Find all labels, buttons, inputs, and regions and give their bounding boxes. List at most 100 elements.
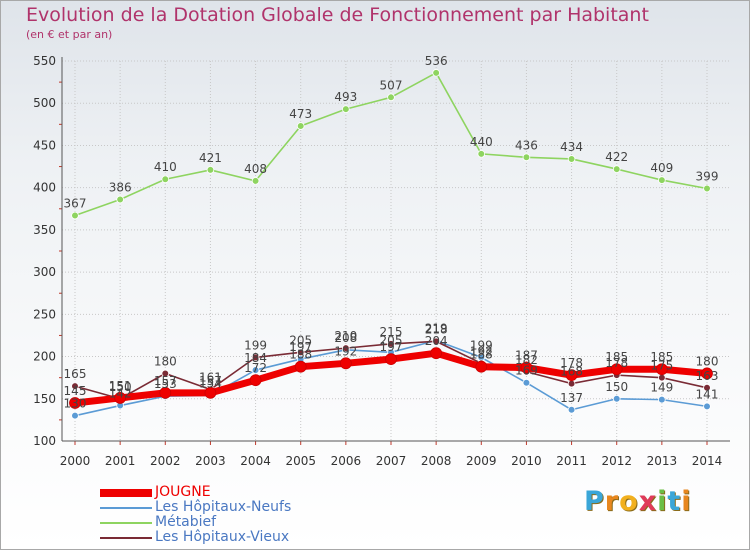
data-label-les-hopitaux-neufs: 184 xyxy=(244,351,267,365)
data-point-les-hopitaux-vieux xyxy=(161,369,170,378)
data-label-metabief: 493 xyxy=(334,90,357,104)
x-tick-label: 2012 xyxy=(601,454,632,468)
data-label-les-hopitaux-neufs: 154 xyxy=(199,376,222,390)
data-label-metabief: 408 xyxy=(244,162,267,176)
data-point-jougne xyxy=(159,386,172,399)
data-label-les-hopitaux-neufs: 130 xyxy=(64,397,87,411)
data-label-jougne: 192 xyxy=(334,344,357,358)
data-point-metabief xyxy=(342,105,350,113)
data-label-les-hopitaux-vieux: 182 xyxy=(515,353,538,367)
data-label-metabief: 422 xyxy=(605,150,628,164)
x-tick-label: 2004 xyxy=(240,454,271,468)
data-point-les-hopitaux-neufs xyxy=(71,411,79,420)
data-point-jougne xyxy=(385,353,397,365)
data-label-les-hopitaux-vieux: 150 xyxy=(109,380,132,394)
data-point-les-hopitaux-vieux xyxy=(387,340,395,348)
data-label-metabief: 507 xyxy=(380,78,403,92)
data-point-les-hopitaux-neufs xyxy=(612,394,621,403)
data-label-metabief: 440 xyxy=(470,135,493,149)
data-point-les-hopitaux-neufs xyxy=(567,405,576,414)
y-tick-label: 400 xyxy=(33,181,56,195)
legend-label-les-hopitaux-vieux: Les Hôpitaux-Vieux xyxy=(155,529,290,545)
data-label-jougne: 188 xyxy=(470,348,493,362)
data-point-les-hopitaux-vieux xyxy=(567,379,576,388)
data-point-metabief xyxy=(161,175,170,184)
data-label-jougne: 157 xyxy=(154,374,177,388)
data-label-jougne: 145 xyxy=(64,384,87,398)
logo-letter: i xyxy=(657,486,668,517)
x-tick-label: 2014 xyxy=(692,454,723,468)
logo-letter: x xyxy=(638,486,658,517)
x-tick-label: 2003 xyxy=(195,454,226,468)
x-tick-label: 2002 xyxy=(150,454,181,468)
legend-swatch-jougne xyxy=(100,489,152,497)
data-point-les-hopitaux-vieux xyxy=(703,383,711,392)
data-point-jougne xyxy=(565,369,578,382)
x-tick-label: 2001 xyxy=(105,454,136,468)
data-point-les-hopitaux-neufs xyxy=(522,378,531,387)
data-label-jougne: 157 xyxy=(199,374,222,388)
x-tick-label: 2008 xyxy=(421,454,452,468)
data-label-les-hopitaux-vieux: 163 xyxy=(696,369,719,383)
data-label-les-hopitaux-vieux: 199 xyxy=(244,338,267,352)
data-point-jougne xyxy=(701,367,713,380)
data-point-jougne xyxy=(339,357,352,370)
data-label-metabief: 367 xyxy=(64,197,87,211)
chart-subtitle: (en € et par an) xyxy=(26,28,113,41)
data-point-jougne xyxy=(69,397,81,409)
data-point-jougne xyxy=(430,347,443,360)
x-tick-label: 2010 xyxy=(511,454,542,468)
data-label-metabief: 399 xyxy=(696,170,719,184)
data-point-jougne xyxy=(114,392,127,404)
data-label-metabief: 434 xyxy=(560,140,583,154)
data-label-les-hopitaux-vieux: 205 xyxy=(289,333,312,347)
y-tick-label: 300 xyxy=(33,265,56,279)
data-label-jougne: 185 xyxy=(650,350,673,364)
data-point-les-hopitaux-neufs xyxy=(703,402,711,411)
y-tick-label: 350 xyxy=(33,223,56,237)
data-point-les-hopitaux-vieux xyxy=(71,382,79,390)
data-point-les-hopitaux-neufs xyxy=(251,366,260,374)
y-tick-label: 450 xyxy=(33,138,56,152)
data-point-metabief xyxy=(567,155,576,163)
data-point-metabief xyxy=(71,211,79,220)
data-label-les-hopitaux-vieux: 175 xyxy=(650,359,673,373)
data-point-les-hopitaux-vieux xyxy=(342,344,350,352)
proxiti-logo: Proxiti xyxy=(584,486,692,517)
data-label-metabief: 386 xyxy=(109,180,132,194)
data-point-metabief xyxy=(477,150,486,158)
data-label-les-hopitaux-vieux: 161 xyxy=(199,370,222,384)
data-label-jougne: 185 xyxy=(605,350,628,364)
data-label-les-hopitaux-vieux: 180 xyxy=(154,354,177,368)
data-label-les-hopitaux-vieux: 192 xyxy=(470,344,493,358)
data-label-les-hopitaux-neufs: 142 xyxy=(109,387,132,401)
data-label-metabief: 410 xyxy=(154,160,177,174)
x-tick-label: 2006 xyxy=(331,454,362,468)
x-tick-label: 2007 xyxy=(376,454,407,468)
data-label-jougne: 180 xyxy=(696,354,719,368)
data-point-les-hopitaux-vieux xyxy=(432,337,440,346)
data-point-les-hopitaux-vieux xyxy=(296,348,305,357)
data-label-jougne: 172 xyxy=(244,361,267,375)
data-label-les-hopitaux-neufs: 153 xyxy=(154,377,177,391)
data-label-les-hopitaux-neufs: 137 xyxy=(560,391,583,405)
data-point-metabief xyxy=(387,93,395,102)
data-label-les-hopitaux-vieux: 168 xyxy=(560,365,583,379)
data-label-les-hopitaux-neufs: 219 xyxy=(425,322,448,336)
data-label-metabief: 473 xyxy=(289,107,312,121)
x-tick-label: 2011 xyxy=(556,454,587,468)
data-label-les-hopitaux-vieux: 210 xyxy=(334,329,357,343)
y-tick-label: 150 xyxy=(33,392,56,406)
data-point-jougne xyxy=(475,360,488,373)
data-label-metabief: 421 xyxy=(199,151,222,165)
data-point-metabief xyxy=(703,184,711,193)
data-point-jougne xyxy=(655,363,668,376)
data-label-les-hopitaux-vieux: 178 xyxy=(605,356,628,370)
legend-swatch-les-hopitaux-neufs xyxy=(100,507,152,509)
data-point-metabief xyxy=(116,195,124,204)
data-label-jougne: 188 xyxy=(289,348,312,362)
x-tick-label: 2013 xyxy=(647,454,678,468)
data-point-metabief xyxy=(432,69,440,77)
